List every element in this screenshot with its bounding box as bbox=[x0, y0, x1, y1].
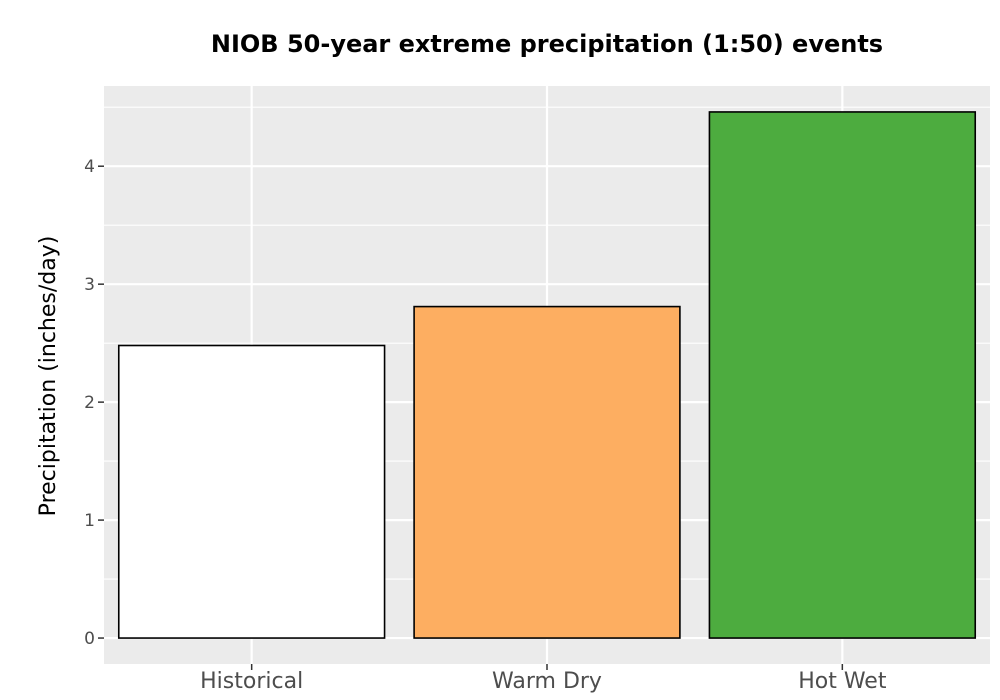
x-tick-label: Hot Wet bbox=[798, 669, 887, 694]
y-tick-label: 4 bbox=[84, 157, 95, 177]
bar-historical bbox=[117, 344, 386, 639]
y-tick-label: 0 bbox=[84, 629, 95, 649]
y-axis-label: Precipitation (inches/day) bbox=[36, 236, 61, 517]
bar-hot-wet bbox=[708, 111, 977, 639]
bar-warm-dry bbox=[413, 305, 681, 639]
x-tick-label: Warm Dry bbox=[492, 669, 602, 694]
x-tick-label: Historical bbox=[200, 669, 303, 694]
x-axis-ticks: Historical Warm Dry Hot Wet bbox=[200, 664, 887, 694]
bars bbox=[117, 111, 977, 639]
y-tick-label: 1 bbox=[84, 511, 95, 531]
y-tick-label: 3 bbox=[84, 275, 95, 295]
y-tick-label: 2 bbox=[84, 393, 95, 413]
y-axis-ticks: 0 1 2 3 4 bbox=[84, 157, 104, 649]
chart-title: NIOB 50-year extreme precipitation (1:50… bbox=[210, 30, 884, 58]
